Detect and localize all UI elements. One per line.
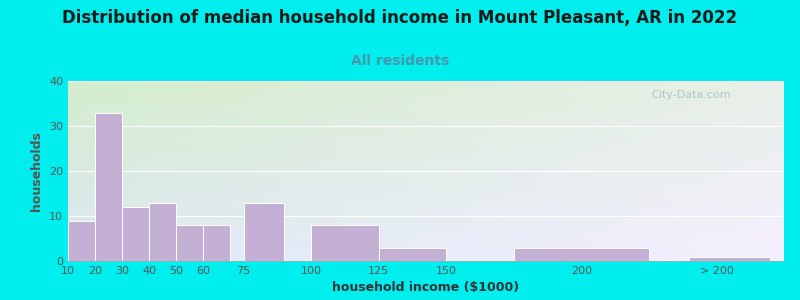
Bar — [311, 225, 378, 261]
Bar — [244, 202, 284, 261]
Text: City-Data.com: City-Data.com — [651, 90, 730, 100]
X-axis label: household income ($1000): household income ($1000) — [333, 281, 519, 294]
Bar — [68, 220, 95, 261]
Y-axis label: households: households — [30, 131, 43, 211]
Text: Distribution of median household income in Mount Pleasant, AR in 2022: Distribution of median household income … — [62, 9, 738, 27]
Bar — [149, 202, 176, 261]
Bar — [203, 225, 230, 261]
Bar — [690, 256, 770, 261]
Bar — [176, 225, 203, 261]
Text: All residents: All residents — [351, 54, 449, 68]
Bar — [378, 248, 446, 261]
Bar — [514, 248, 649, 261]
Bar — [122, 207, 149, 261]
Bar — [95, 112, 122, 261]
